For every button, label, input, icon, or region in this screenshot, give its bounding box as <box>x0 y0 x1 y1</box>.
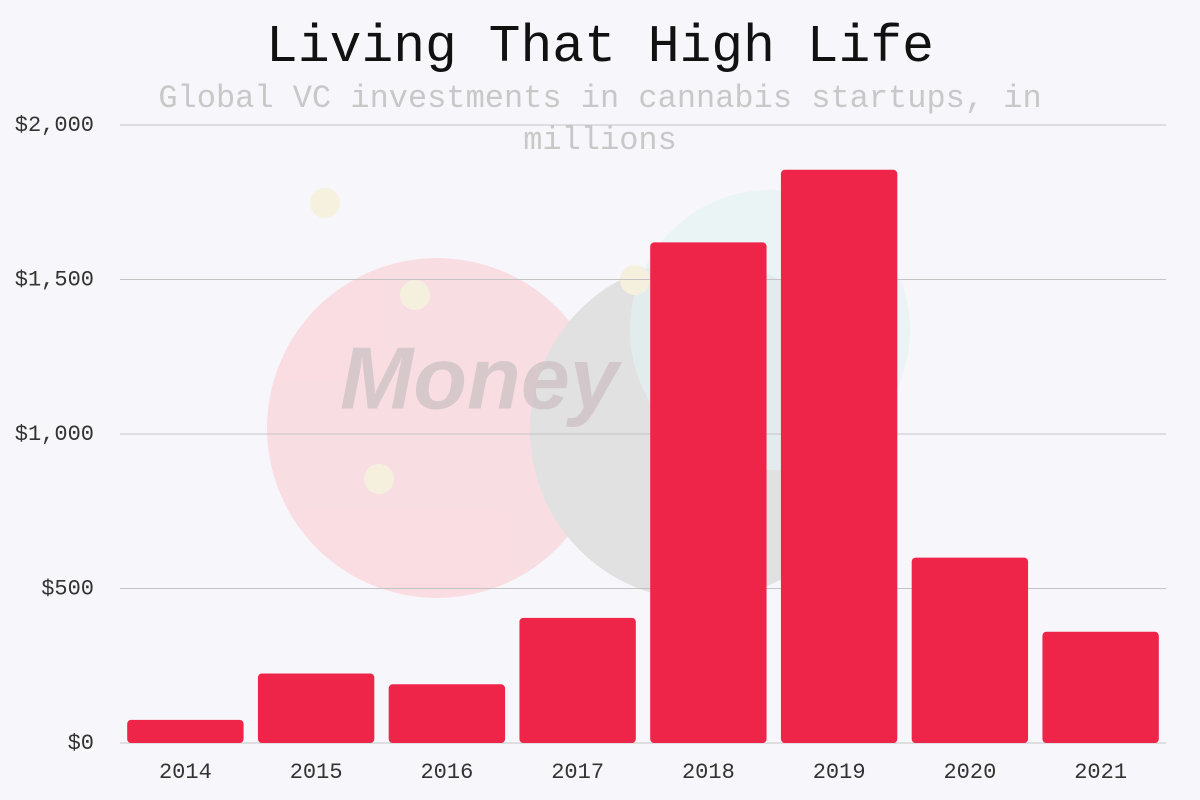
bar <box>519 617 636 743</box>
bar <box>911 557 1029 743</box>
x-tick-label: 2021 <box>1074 760 1127 785</box>
y-tick-label: $2,000 <box>15 113 94 138</box>
x-tick-label: 2017 <box>551 760 604 785</box>
x-tick-label: 2019 <box>813 760 866 785</box>
y-tick-label: $1,500 <box>15 267 94 292</box>
chart-subtitle: Global VC investments in cannabis startu… <box>158 80 1042 159</box>
bar <box>388 684 506 743</box>
chart-title: Living That High Life <box>266 17 934 77</box>
x-tick-label: 2014 <box>159 760 212 785</box>
bar <box>127 719 244 743</box>
bar <box>257 673 375 743</box>
y-tick-label: $500 <box>41 576 94 601</box>
y-tick-label: $0 <box>68 731 94 756</box>
x-tick-label: 2020 <box>943 760 996 785</box>
x-tick-label: 2016 <box>420 760 473 785</box>
x-tick-label: 2018 <box>682 760 735 785</box>
bar <box>780 169 898 743</box>
watermark: Money <box>340 328 623 427</box>
bar <box>650 242 767 744</box>
x-tick-label: 2015 <box>290 760 343 785</box>
y-tick-label: $1,000 <box>15 422 94 447</box>
bar <box>1042 631 1159 743</box>
